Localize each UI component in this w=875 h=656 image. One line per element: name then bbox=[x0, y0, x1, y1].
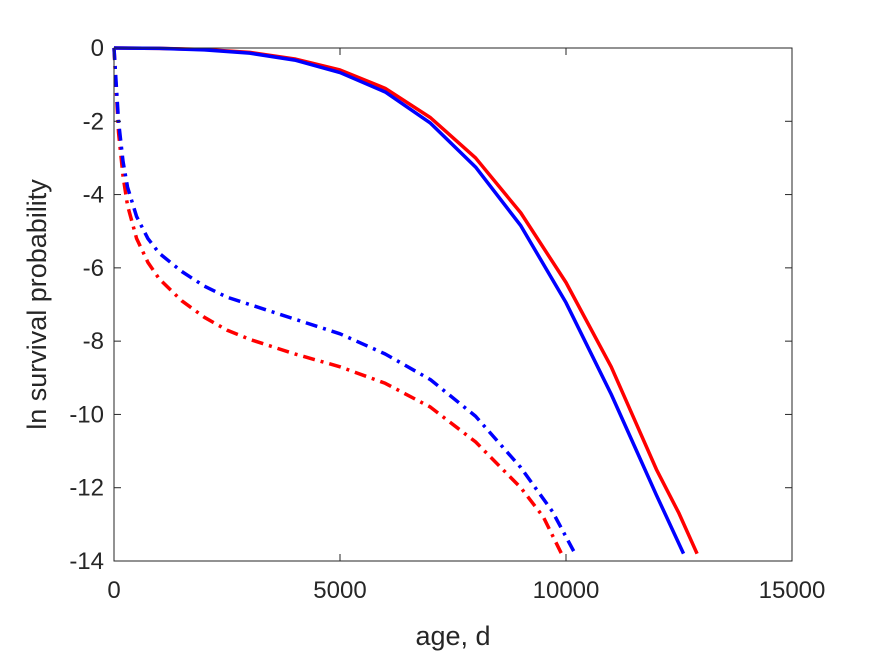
x-tick-label: 10000 bbox=[533, 577, 600, 604]
x-tick-label: 15000 bbox=[759, 577, 826, 604]
series-layer bbox=[112, 46, 699, 555]
series-line-4 bbox=[112, 47, 577, 555]
y-tick-label: -8 bbox=[83, 328, 104, 355]
y-axis-label: ln survival probability bbox=[22, 179, 52, 430]
x-tick-label: 0 bbox=[107, 577, 120, 604]
y-tick-label: -14 bbox=[69, 548, 104, 575]
x-axis-label: age, d bbox=[415, 621, 490, 651]
series-line-1 bbox=[113, 46, 699, 555]
y-tick-label: -2 bbox=[83, 108, 104, 135]
ticks-layer: 0 5000 10000 15000 0 -2 -4 -6 -8 -10 -12 -14 bbox=[69, 35, 825, 604]
x-tick-label: 5000 bbox=[313, 577, 366, 604]
series-line-2 bbox=[113, 46, 686, 555]
plot-frame bbox=[113, 47, 793, 562]
y-tick-label: -10 bbox=[69, 401, 104, 428]
y-tick-label: -12 bbox=[69, 475, 104, 502]
series-line-3 bbox=[112, 47, 564, 555]
y-tick-label: 0 bbox=[91, 35, 104, 62]
y-tick-label: -6 bbox=[83, 255, 104, 282]
y-tick-label: -4 bbox=[83, 182, 104, 209]
